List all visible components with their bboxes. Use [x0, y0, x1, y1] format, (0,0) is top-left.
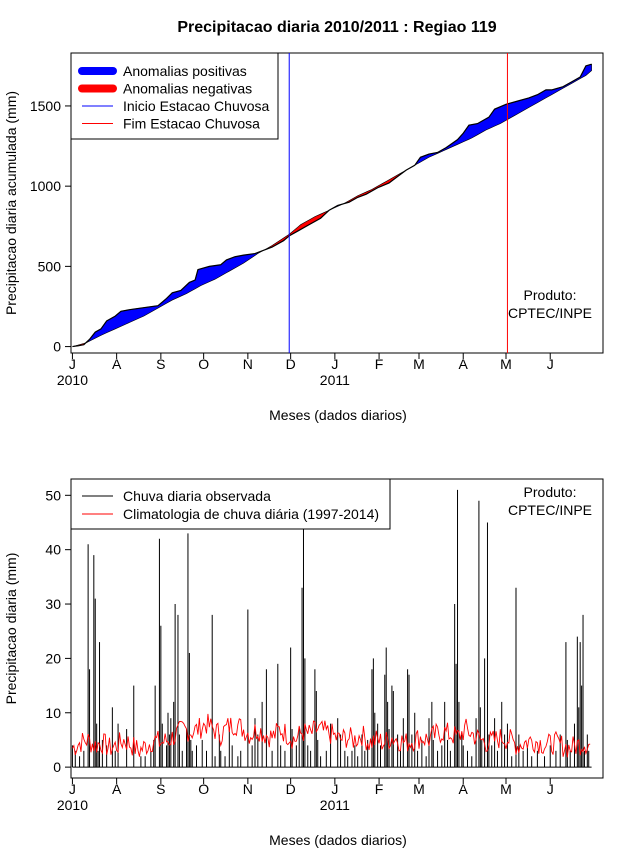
y-tick-label: 40: [45, 542, 61, 558]
y-axis-label: Precipitacao diaria acumulada (mm): [3, 91, 19, 315]
product-annotation: CPTEC/INPE: [508, 502, 592, 518]
year-label: 2011: [320, 372, 350, 388]
x-tick-label: M: [413, 356, 425, 372]
x-tick-label: M: [413, 781, 425, 797]
x-tick-label: M: [500, 781, 512, 797]
legend-plot-1: Anomalias positivas Anomalias negativasIn…: [70, 52, 279, 140]
x-tick-label: N: [243, 356, 253, 372]
observed-accumulated-line: [72, 63, 592, 348]
y-tick-label: 0: [53, 339, 61, 355]
x-tick-label: D: [286, 781, 296, 797]
x-tick-label: S: [156, 781, 165, 797]
legend-label: Anomalias negativas: [123, 81, 252, 97]
y-tick-label: 30: [45, 596, 61, 612]
product-annotation: Produto:: [524, 287, 577, 303]
legend-label: Inicio Estacao Chuvosa: [123, 98, 270, 114]
x-tick-label: A: [112, 356, 122, 372]
x-tick-label: O: [198, 781, 209, 797]
x-tick-label: A: [112, 781, 122, 797]
legend-label: Climatologia de chuva diária (1997-2014): [123, 506, 379, 522]
x-tick-label: F: [375, 356, 384, 372]
x-tick-label: S: [156, 356, 165, 372]
y-tick-label: 1500: [30, 98, 61, 114]
x-tick-label: N: [243, 781, 253, 797]
plot-1-frame: [70, 52, 604, 354]
year-label: 2010: [57, 372, 88, 388]
x-tick-label: J: [547, 356, 554, 372]
legend-label: Fim Estacao Chuvosa: [123, 116, 260, 132]
x-tick-label: M: [500, 356, 512, 372]
y-tick-label: 0: [53, 759, 61, 775]
x-tick-label: J: [331, 356, 338, 372]
daily-observed-bars: [71, 489, 592, 768]
product-annotation: Produto:: [524, 484, 577, 500]
y-tick-label: 20: [45, 650, 61, 666]
legend-plot-2: Chuva diaria observada Climatologia de ch…: [70, 478, 391, 530]
x-tick-label: A: [459, 356, 469, 372]
legend-label: Anomalias positivas: [123, 63, 247, 79]
year-label: 2011: [320, 797, 350, 813]
chart-title: Precipitacao diaria 2010/2011 : Regiao 1…: [177, 19, 496, 36]
x-tick-label: A: [459, 781, 469, 797]
x-tick-label: J: [69, 356, 76, 372]
y-tick-label: 50: [45, 487, 61, 503]
year-label: 2010: [57, 797, 88, 813]
x-axis-label: Meses (dados diarios): [269, 407, 407, 423]
x-tick-label: D: [286, 356, 296, 372]
y-axis-label: Precipitacao diaria (mm): [3, 553, 19, 705]
x-tick-label: F: [375, 781, 384, 797]
product-annotation: CPTEC/INPE: [508, 305, 592, 321]
x-tick-label: J: [331, 781, 338, 797]
climatology-line: [72, 713, 591, 758]
y-tick-label: 500: [38, 258, 62, 274]
x-axis-label: Meses (dados diarios): [269, 832, 407, 848]
x-tick-label: J: [69, 781, 76, 797]
legend-label: Chuva diaria observada: [123, 488, 271, 504]
y-tick-label: 10: [45, 705, 61, 721]
y-tick-label: 1000: [30, 178, 61, 194]
x-tick-label: J: [547, 781, 554, 797]
x-tick-label: O: [198, 356, 209, 372]
legend-box: [70, 478, 391, 530]
